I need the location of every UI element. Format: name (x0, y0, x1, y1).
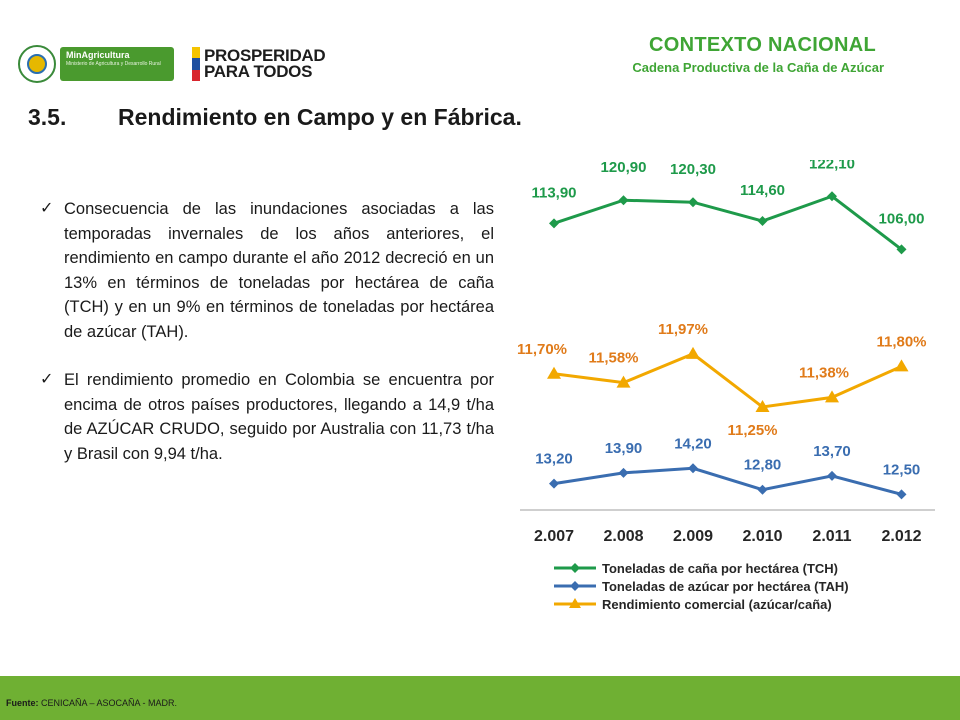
data-point-marker (688, 197, 698, 208)
data-label: 11,97% (658, 321, 708, 338)
data-label: 113,90 (531, 184, 576, 201)
data-point-marker (549, 478, 559, 489)
data-label: 14,20 (674, 435, 712, 452)
data-label: 12,50 (883, 461, 921, 478)
data-label: 13,70 (813, 443, 851, 460)
legend-label: Rendimiento comercial (azúcar/caña) (602, 597, 832, 612)
data-label: 120,30 (670, 161, 716, 178)
x-tick-label: 2.008 (603, 528, 643, 545)
data-point-marker (827, 191, 837, 202)
data-label: 13,90 (605, 440, 643, 457)
series-line-1 (553, 466, 902, 496)
footer-bar: Fuente: CENICAÑA – ASOCAÑA - MADR. (0, 676, 960, 720)
section-title: Rendimiento en Campo y en Fábrica. (118, 104, 522, 130)
minagri-logo-title: MinAgricultura (66, 50, 130, 60)
legend-label: Toneladas de azúcar por hectárea (TAH) (602, 579, 849, 594)
section-number: 3.5. (28, 104, 67, 130)
x-tick-label: 2.011 (812, 528, 851, 545)
data-point-marker (618, 195, 629, 206)
source-text: CENICAÑA – ASOCAÑA - MADR. (41, 698, 178, 708)
series-line-2 (553, 352, 903, 409)
data-label: 11,58% (588, 350, 638, 367)
data-point-marker (827, 470, 837, 481)
legend-marker (570, 581, 580, 591)
x-tick-label: 2.009 (673, 528, 713, 545)
header-logos: MinAgricultura Ministerio de Agricultura… (18, 44, 326, 84)
x-tick-label: 2.010 (742, 528, 782, 545)
source-label: Fuente: (6, 698, 39, 708)
source-note: Fuente: CENICAÑA – ASOCAÑA - MADR. (6, 698, 177, 708)
x-tick-label: 2.007 (534, 528, 574, 545)
context-title: CONTEXTO NACIONAL (649, 34, 876, 56)
legend-marker (570, 563, 580, 573)
data-point-marker (549, 218, 559, 229)
context-subtitle: Cadena Productiva de la Caña de Azúcar (632, 60, 884, 75)
legend-label: Toneladas de caña por hectárea (TCH) (602, 561, 838, 576)
data-point-marker (688, 463, 698, 474)
data-point-marker (757, 216, 768, 227)
data-label: 12,80 (744, 457, 782, 474)
data-point-marker (686, 346, 700, 359)
bullet-list: ✓ Consecuencia de las inundaciones asoci… (40, 197, 494, 490)
data-point-marker (618, 467, 629, 478)
data-point-marker (896, 244, 907, 255)
data-label: 11,38% (799, 364, 849, 381)
data-point-marker (825, 390, 839, 403)
minagri-logo-subtitle: Ministerio de Agricultura y Desarrollo R… (66, 61, 161, 67)
data-label: 11,25% (727, 422, 777, 439)
data-point-marker (547, 366, 561, 379)
x-tick-label: 2.012 (881, 528, 921, 545)
data-label: 11,70% (517, 341, 567, 358)
bullet-text: Consecuencia de las inundaciones asociad… (64, 200, 494, 341)
minagricultura-logo: MinAgricultura Ministerio de Agricultura… (60, 47, 174, 81)
checkmark-icon: ✓ (40, 371, 54, 388)
prosperidad-logo-line2: PARA TODOS (204, 62, 313, 81)
data-point-marker (755, 399, 770, 412)
data-label: 13,20 (535, 451, 573, 468)
section-heading: 3.5. Rendimiento en Campo y en Fábrica. (28, 104, 522, 131)
data-point-marker (894, 359, 909, 372)
data-label: 120,90 (601, 160, 647, 176)
bullet-item: ✓ El rendimiento promedio en Colombia se… (40, 368, 494, 466)
series-line-0 (553, 194, 903, 251)
flag-icon (192, 47, 200, 81)
data-label: 106,00 (879, 210, 925, 227)
data-point-marker (757, 484, 768, 495)
checkmark-icon: ✓ (40, 200, 54, 217)
data-label: 114,60 (740, 182, 785, 199)
colombia-seal-icon (18, 45, 56, 83)
bullet-text: El rendimiento promedio en Colombia se e… (64, 371, 494, 463)
data-point-marker (896, 489, 907, 500)
data-label: 11,80% (876, 333, 926, 350)
yield-line-chart: 113,90 120,90 120,30 114,60 122,10 106,00 13,2… (517, 160, 935, 612)
bullet-item: ✓ Consecuencia de las inundaciones asoci… (40, 197, 494, 344)
data-point-marker (616, 375, 631, 388)
prosperidad-logo-line1: PROSPERIDAD (204, 46, 326, 65)
data-label: 122,10 (809, 160, 855, 172)
prosperidad-logo: PROSPERIDAD PARA TODOS (192, 46, 326, 81)
legend-marker (569, 598, 581, 608)
